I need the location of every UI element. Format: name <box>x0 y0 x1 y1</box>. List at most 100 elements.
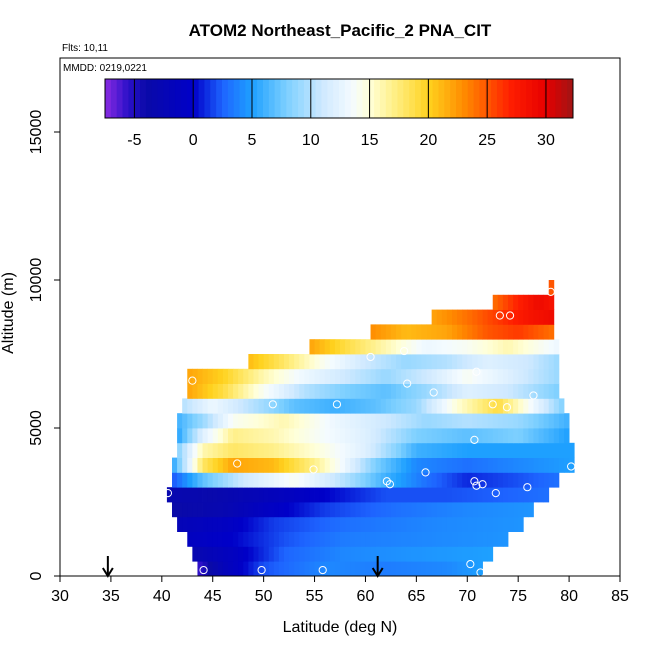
heatmap-cell <box>309 531 315 547</box>
heatmap-cell <box>340 457 346 473</box>
heatmap-cell <box>482 516 489 532</box>
heatmap-cell <box>421 398 427 414</box>
sample-point <box>502 403 512 412</box>
colorbar-segment <box>186 79 194 118</box>
sample-point <box>546 287 555 296</box>
heatmap-cell <box>334 472 341 488</box>
heatmap-cell <box>452 309 458 325</box>
heatmap-cell <box>497 442 504 458</box>
heatmap-cell <box>385 502 392 518</box>
heatmap-cell <box>329 383 336 399</box>
heatmap-cell <box>273 442 280 458</box>
heatmap-cell <box>482 531 489 547</box>
sample-point <box>268 400 277 409</box>
heatmap-cell <box>177 516 183 532</box>
heatmap-cell <box>390 442 397 458</box>
heatmap-cell <box>385 516 392 532</box>
heatmap-cell <box>268 531 275 547</box>
heatmap-cell <box>268 354 275 370</box>
heatmap-cell <box>431 309 438 325</box>
heatmap-cell <box>426 383 433 399</box>
heatmap-cell <box>390 561 397 577</box>
heatmap-cell <box>253 442 259 458</box>
heatmap-cell <box>513 354 519 370</box>
heatmap-cell <box>533 309 539 325</box>
heatmap-cell <box>273 383 280 399</box>
colorbar: -5 0 5 10 15 20 25 30 <box>104 78 574 149</box>
heatmap-cell <box>492 413 499 429</box>
heatmap-cell <box>411 561 417 577</box>
heatmap-cell <box>416 487 422 503</box>
heatmap-cell <box>202 442 209 458</box>
heatmap-cell <box>228 561 234 577</box>
heatmap-cell <box>396 324 402 340</box>
heatmap-cell <box>487 354 494 370</box>
heatmap-cell <box>508 354 514 370</box>
heatmap-cell <box>533 294 539 310</box>
heatmap-cell <box>472 472 478 488</box>
heatmap-cell <box>217 442 224 458</box>
heatmap-cell <box>207 398 214 414</box>
colorbar-segment <box>502 79 510 118</box>
heatmap-cell <box>553 413 560 429</box>
heatmap-cell <box>284 442 290 458</box>
heatmap-cell <box>345 368 351 384</box>
heatmap-cell <box>528 324 534 340</box>
heatmap-cell <box>268 502 275 518</box>
heatmap-cell <box>273 487 280 503</box>
heatmap-cell <box>548 457 555 473</box>
heatmap-cell <box>553 368 560 384</box>
heatmap-cell <box>197 398 203 414</box>
colorbar-segment <box>491 79 498 118</box>
heatmap-cell <box>446 546 453 562</box>
heatmap-cell <box>334 561 341 577</box>
heatmap-cell <box>457 383 463 399</box>
heatmap-cell <box>345 442 351 458</box>
heatmap-cell <box>284 398 290 414</box>
colorbar-segment <box>128 79 135 118</box>
heatmap-cell <box>508 368 514 384</box>
heatmap-cell <box>278 368 285 384</box>
heatmap-cell <box>324 561 331 577</box>
heatmap-cell <box>177 413 183 429</box>
heatmap-cell <box>334 398 341 414</box>
heatmap-cell <box>319 516 326 532</box>
colorbar-segment <box>292 79 299 118</box>
heatmap-cell <box>294 457 300 473</box>
heatmap-cell <box>497 457 504 473</box>
heatmap-cell <box>340 354 346 370</box>
heatmap-cell <box>212 368 219 384</box>
heatmap-cell <box>222 561 229 577</box>
sample-point <box>163 489 173 498</box>
heatmap-cell <box>319 561 326 577</box>
heatmap-cell <box>365 561 371 577</box>
heatmap-cell <box>243 472 249 488</box>
heatmap-cell <box>238 368 244 384</box>
heatmap-cell <box>487 368 494 384</box>
heatmap-cell <box>304 413 310 429</box>
heatmap-cell <box>350 398 356 414</box>
heatmap-cell <box>202 413 209 429</box>
heatmap-cell <box>533 457 539 473</box>
heatmap-cell <box>370 487 377 503</box>
heatmap-cell <box>416 428 422 444</box>
heatmap-cell <box>304 502 310 518</box>
heatmap-cell <box>207 516 214 532</box>
heatmap-cell <box>396 502 402 518</box>
heatmap-cell <box>462 354 468 370</box>
x-tick-label: 65 <box>407 588 425 605</box>
heatmap-cell <box>197 413 203 429</box>
heatmap-cell <box>217 531 224 547</box>
colorbar-segment <box>374 79 381 118</box>
heatmap-cell <box>370 428 377 444</box>
heatmap-cell <box>197 487 203 503</box>
heatmap-band <box>197 561 483 577</box>
heatmap-cell <box>441 561 448 577</box>
heatmap-cell <box>263 502 270 518</box>
heatmap-cell <box>355 398 361 414</box>
heatmap-cell <box>228 457 234 473</box>
heatmap-cell <box>457 561 463 577</box>
heatmap-cell <box>350 457 356 473</box>
heatmap-cell <box>380 339 387 355</box>
heatmap-band <box>548 280 555 296</box>
